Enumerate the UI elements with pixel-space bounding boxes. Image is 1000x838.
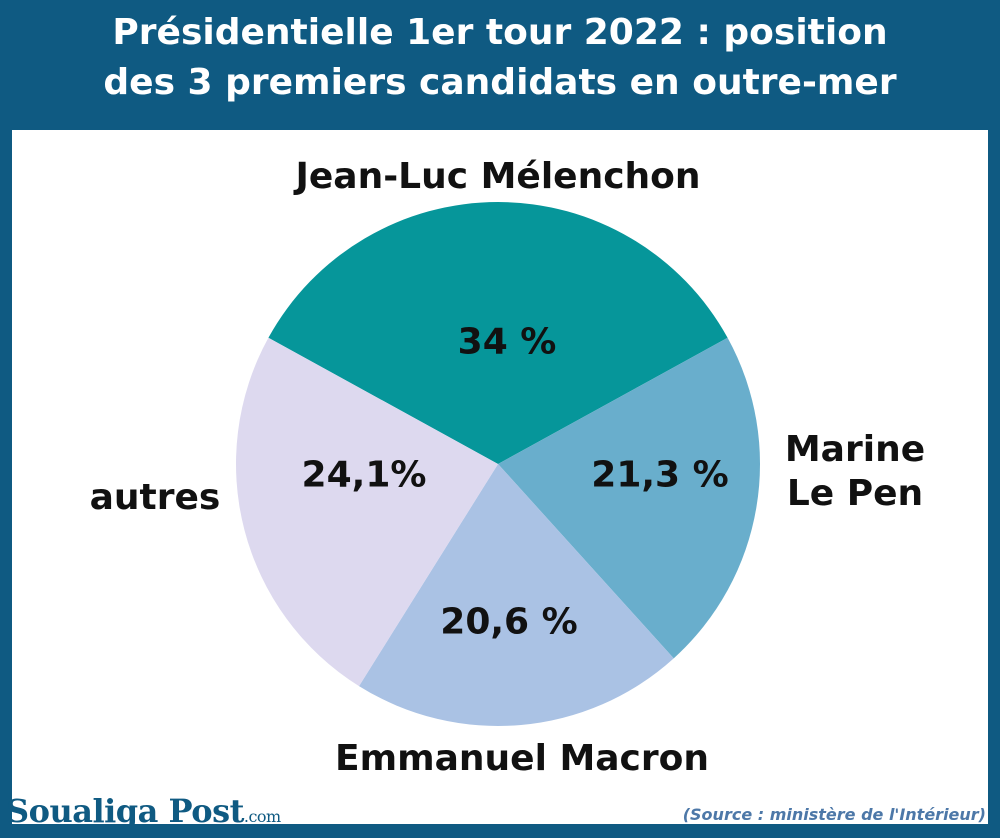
candidate-label-le-pen: Marine Le Pen: [784, 429, 926, 514]
brand-name: Soualiga Post: [6, 792, 244, 830]
source-note: (Source : ministère de l'Intérieur): [682, 805, 986, 824]
brand-logo: Soualiga Post.com: [6, 792, 281, 830]
value-label-macron: 20,6 %: [440, 601, 578, 643]
value-label-autres: 24,1%: [301, 454, 427, 496]
slice-melenchon: [268, 202, 728, 464]
value-label-le-pen: 21,3 %: [591, 454, 729, 496]
candidate-label-macron: Emmanuel Macron: [334, 738, 710, 779]
chart-title: Présidentielle 1er tour 2022 : position …: [0, 8, 1000, 108]
brand-suffix: .com: [243, 807, 281, 826]
chart-panel: 34 % 21,3 % 20,6 % 24,1% Jean-Luc Mélenc…: [12, 130, 988, 824]
candidate-label-autres: autres: [89, 477, 221, 518]
value-label-melenchon: 34 %: [457, 321, 557, 363]
pie-chart: [236, 202, 760, 726]
candidate-label-melenchon: Jean-Luc Mélenchon: [295, 156, 701, 197]
title-line-1: Présidentielle 1er tour 2022 : position: [112, 12, 888, 53]
title-line-2: des 3 premiers candidats en outre-mer: [103, 62, 897, 103]
slice-autres: [236, 337, 498, 687]
slice-macron: [359, 464, 674, 726]
slice-le-pen: [498, 337, 760, 659]
